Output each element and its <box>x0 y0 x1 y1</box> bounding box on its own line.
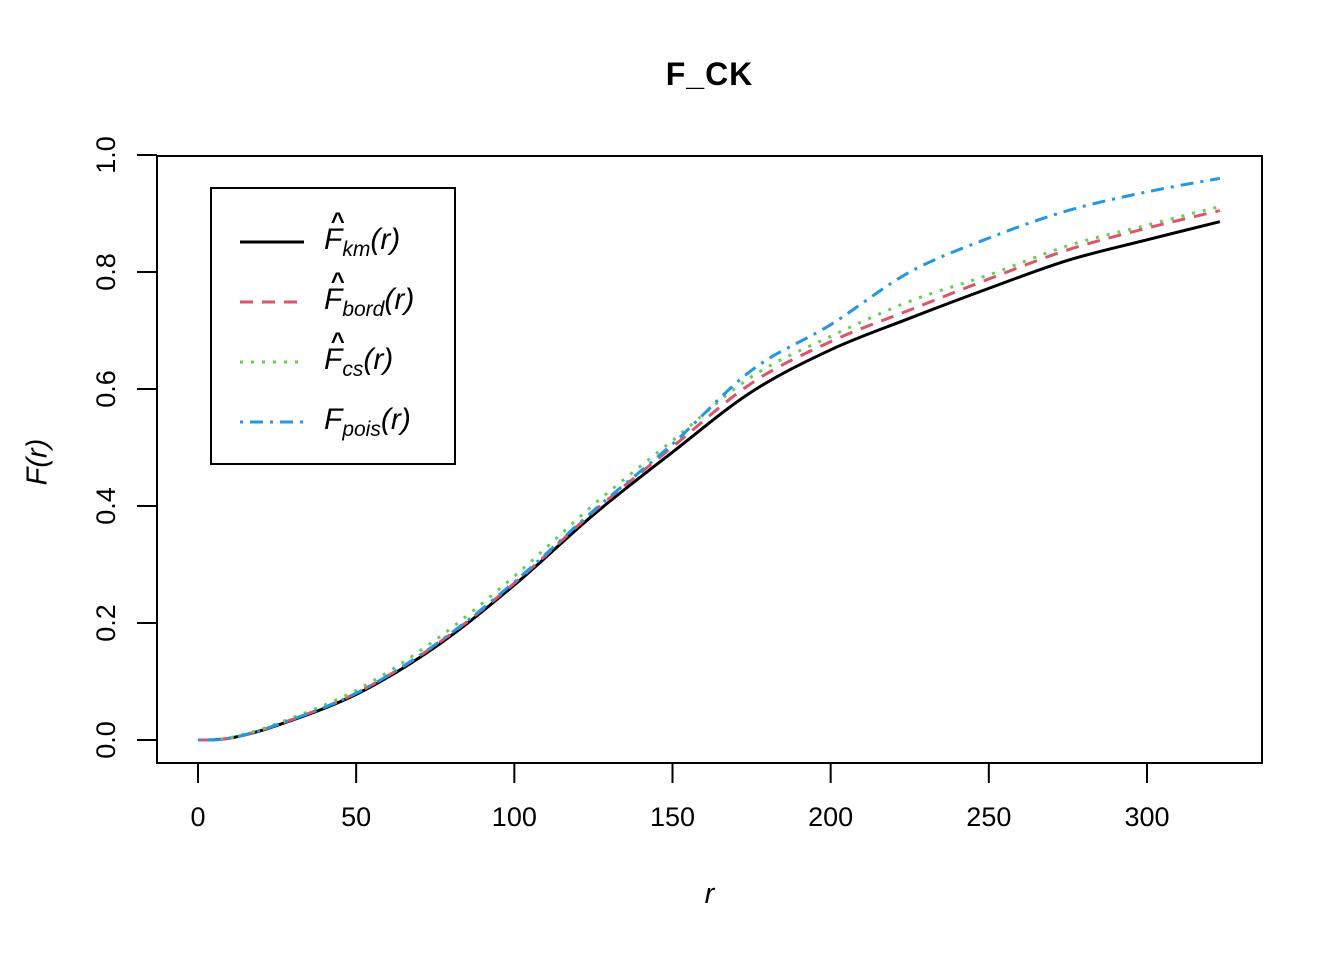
hat-accent: ^ <box>330 327 345 355</box>
legend-item-km: F ^ km(r) <box>212 207 454 272</box>
y-tick-label: 0.8 <box>91 253 121 291</box>
plot-box <box>156 155 1263 764</box>
y-tick-label: 1.0 <box>91 136 121 174</box>
legend-label: F ^ cs(r) <box>324 327 394 381</box>
legend-line-sample <box>240 360 304 364</box>
legend-label: F ^ bord(r) <box>324 267 415 321</box>
y-tick-label: 0.0 <box>91 721 121 759</box>
chart-title: F_CK <box>665 56 754 92</box>
hat-accent: ^ <box>330 207 345 235</box>
legend-line-sample <box>240 420 304 424</box>
y-tick-label: 0.6 <box>91 370 121 408</box>
y-axis-label: F(r) <box>21 438 54 486</box>
curve-pois <box>197 176 1221 742</box>
x-tick-label: 250 <box>966 802 1011 832</box>
x-tick-label: 300 <box>1124 802 1169 832</box>
legend-line-sample <box>240 240 304 244</box>
legend-item-cs: F ^ cs(r) <box>212 327 454 392</box>
y-tick-label: 0.2 <box>91 604 121 642</box>
legend-label: F ^ km(r) <box>324 207 401 261</box>
x-tick-label: 100 <box>492 802 537 832</box>
legend-item-pois: Fpois(r) <box>212 392 454 452</box>
x-tick-label: 200 <box>808 802 853 832</box>
x-tick-label: 0 <box>190 802 205 832</box>
x-tick-label: 150 <box>650 802 695 832</box>
x-axis-label: r <box>704 878 715 910</box>
legend: F ^ km(r) F ^ bord(r) F ^ cs(r) Fpois(r) <box>210 187 456 465</box>
legend-line-sample <box>240 300 304 304</box>
y-tick-label: 0.4 <box>91 487 121 525</box>
legend-label: Fpois(r) <box>324 402 411 441</box>
hat-accent: ^ <box>330 267 345 295</box>
legend-item-bord: F ^ bord(r) <box>212 267 454 332</box>
x-tick-label: 50 <box>341 802 371 832</box>
